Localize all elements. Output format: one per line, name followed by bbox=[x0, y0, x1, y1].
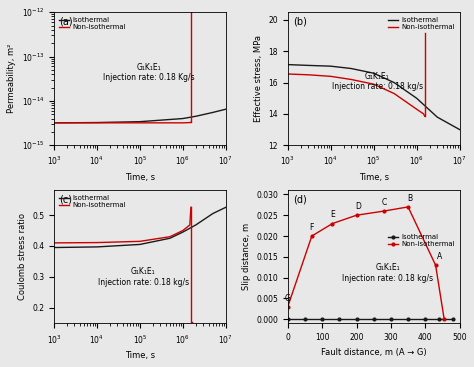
Y-axis label: Effective stress, MPa: Effective stress, MPa bbox=[254, 35, 263, 122]
Isothermal bbox=[94, 245, 100, 249]
Non-isothermal bbox=[189, 4, 194, 8]
Non-isothermal bbox=[441, 317, 447, 321]
X-axis label: Fault distance, m (A → G): Fault distance, m (A → G) bbox=[321, 348, 427, 357]
Isothermal bbox=[223, 107, 229, 112]
Isothermal bbox=[337, 317, 342, 321]
Non-isothermal bbox=[422, 114, 428, 119]
Isothermal bbox=[167, 236, 173, 240]
Non-isothermal bbox=[433, 263, 438, 267]
Isothermal bbox=[319, 317, 325, 321]
Isothermal bbox=[371, 317, 376, 321]
Isothermal bbox=[285, 317, 291, 321]
Non-isothermal bbox=[354, 213, 359, 217]
Text: (c): (c) bbox=[59, 194, 72, 204]
Isothermal bbox=[405, 317, 411, 321]
Text: C: C bbox=[382, 198, 387, 207]
Y-axis label: Coulomb stress ratio: Coulomb stress ratio bbox=[18, 213, 27, 300]
Isothermal bbox=[354, 317, 359, 321]
Isothermal bbox=[210, 211, 216, 216]
Isothermal bbox=[285, 62, 291, 67]
Y-axis label: Slip distance, m: Slip distance, m bbox=[242, 223, 251, 290]
Non-isothermal bbox=[423, 30, 428, 35]
Line: Isothermal: Isothermal bbox=[286, 318, 454, 321]
Legend: Isothermal, Non-isothermal: Isothermal, Non-isothermal bbox=[57, 16, 127, 32]
Non-isothermal bbox=[285, 305, 291, 309]
Isothermal bbox=[457, 127, 463, 132]
Isothermal bbox=[94, 120, 100, 125]
Line: Isothermal: Isothermal bbox=[54, 207, 226, 247]
Isothermal bbox=[392, 80, 397, 85]
Isothermal bbox=[51, 245, 57, 250]
Text: G₁K₁E₁
Injection rate: 0.18 kg/s: G₁K₁E₁ Injection rate: 0.18 kg/s bbox=[98, 268, 189, 287]
Isothermal bbox=[180, 116, 186, 121]
Text: D: D bbox=[356, 202, 361, 211]
Isothermal bbox=[371, 71, 376, 76]
Non-isothermal bbox=[188, 320, 194, 324]
Isothermal bbox=[305, 63, 311, 68]
Line: Isothermal: Isothermal bbox=[288, 65, 460, 130]
Legend: Isothermal, Non-isothermal: Isothermal, Non-isothermal bbox=[57, 194, 127, 210]
Text: G₁K₁E₁
Injection rate: 0.18 kg/s: G₁K₁E₁ Injection rate: 0.18 kg/s bbox=[332, 72, 423, 91]
Isothermal bbox=[223, 205, 229, 210]
Non-isothermal bbox=[188, 4, 194, 8]
Isothermal bbox=[193, 114, 199, 119]
Non-isothermal bbox=[189, 320, 194, 324]
Non-isothermal bbox=[188, 205, 194, 210]
Isothermal bbox=[422, 317, 428, 321]
Isothermal bbox=[348, 66, 354, 71]
Text: G₁K₁E₁
Injection rate: 0.18 Kg/s: G₁K₁E₁ Injection rate: 0.18 Kg/s bbox=[103, 63, 194, 82]
X-axis label: Time, s: Time, s bbox=[125, 173, 155, 182]
Isothermal bbox=[388, 317, 394, 321]
Text: A: A bbox=[438, 252, 443, 261]
Non-isothermal bbox=[422, 30, 428, 35]
Text: G: G bbox=[285, 294, 291, 302]
Text: B: B bbox=[407, 194, 412, 203]
Y-axis label: Permeability, m²: Permeability, m² bbox=[7, 44, 16, 113]
X-axis label: Time, s: Time, s bbox=[359, 173, 389, 182]
Text: E: E bbox=[330, 210, 335, 219]
Line: Isothermal: Isothermal bbox=[54, 109, 226, 123]
Line: Non-isothermal: Non-isothermal bbox=[286, 206, 446, 321]
Isothermal bbox=[450, 317, 456, 321]
Non-isothermal bbox=[188, 120, 194, 124]
Isothermal bbox=[328, 64, 334, 68]
Text: F: F bbox=[310, 223, 314, 232]
Line: Non-isothermal: Non-isothermal bbox=[425, 33, 426, 116]
Isothermal bbox=[302, 317, 308, 321]
Isothermal bbox=[210, 110, 216, 115]
Non-isothermal bbox=[381, 209, 387, 213]
X-axis label: Time, s: Time, s bbox=[125, 351, 155, 360]
Isothermal bbox=[137, 242, 143, 247]
Isothermal bbox=[51, 121, 57, 125]
Isothermal bbox=[434, 115, 440, 119]
Isothermal bbox=[137, 120, 143, 124]
Isothermal bbox=[436, 317, 442, 321]
Isothermal bbox=[180, 230, 186, 234]
Non-isothermal bbox=[405, 205, 411, 209]
Non-isothermal bbox=[329, 221, 335, 226]
Legend: Isothermal, Non-isothermal: Isothermal, Non-isothermal bbox=[387, 233, 456, 249]
Legend: Isothermal, Non-isothermal: Isothermal, Non-isothermal bbox=[387, 16, 456, 32]
Non-isothermal bbox=[309, 234, 315, 238]
Text: (a): (a) bbox=[59, 16, 73, 26]
Text: G₁K₁E₁
Injection rate: 0.18 kg/s: G₁K₁E₁ Injection rate: 0.18 kg/s bbox=[342, 264, 433, 283]
Isothermal bbox=[193, 223, 199, 227]
Isothermal bbox=[414, 96, 419, 101]
Text: (d): (d) bbox=[293, 194, 307, 204]
Text: (b): (b) bbox=[293, 16, 307, 26]
